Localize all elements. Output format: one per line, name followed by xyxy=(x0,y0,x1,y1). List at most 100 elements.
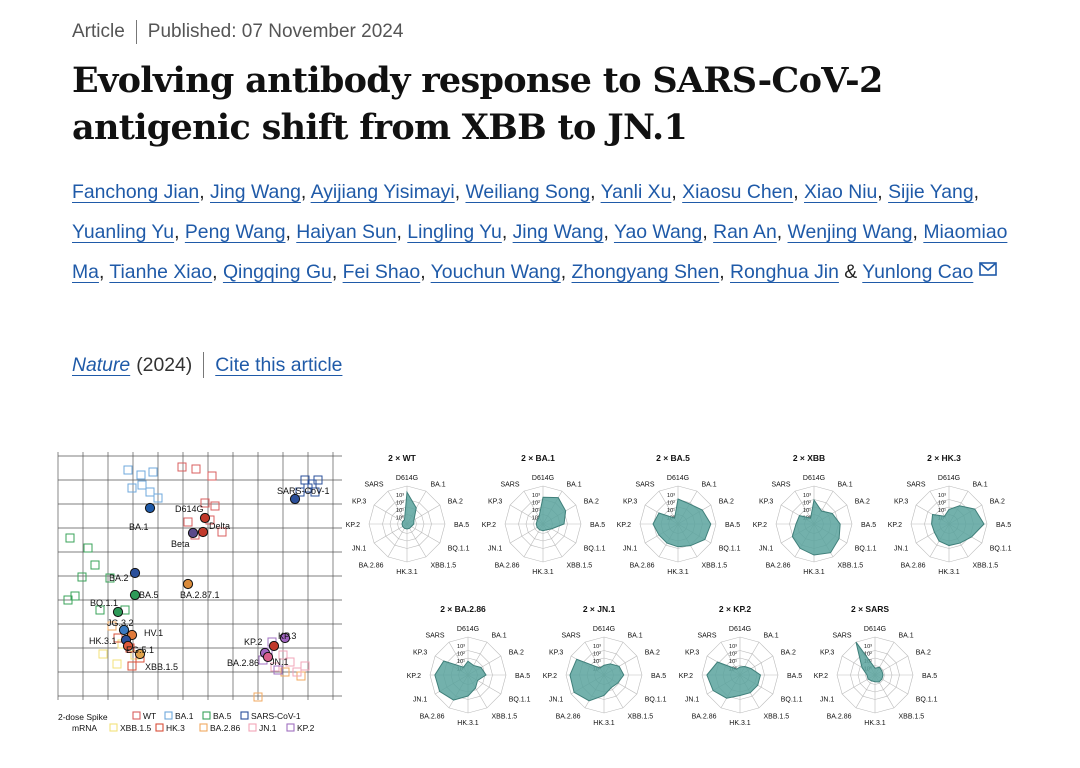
author-link[interactable]: Fanchong Jian xyxy=(72,181,200,203)
radar-axis-label: SARS xyxy=(500,481,519,488)
author-link[interactable]: Yuanling Yu xyxy=(72,221,175,243)
author-link[interactable]: Tianhe Xiao xyxy=(109,261,213,283)
author-link[interactable]: Peng Wang xyxy=(184,221,286,243)
radar-axis-label: XBB.1.5 xyxy=(431,563,457,570)
email-icon[interactable] xyxy=(979,262,998,276)
cite-article-link[interactable]: Cite this article xyxy=(215,353,343,376)
ring-label: 10² xyxy=(667,501,675,507)
legend-swatch xyxy=(248,723,257,732)
legend-swatch xyxy=(109,723,118,732)
radar-axis-label: BA.2 xyxy=(719,499,734,506)
virus-label: BQ.1.1 xyxy=(90,598,118,608)
radar-title: 2 × KP.2 xyxy=(719,604,751,614)
serum-marker xyxy=(280,667,290,677)
radar-axis-label: D614G xyxy=(532,475,554,482)
radar-axis-label: BA.2.86 xyxy=(766,563,791,570)
author-link[interactable]: Youchun Wang xyxy=(430,261,561,283)
author-link[interactable]: Jing Wang xyxy=(512,221,604,243)
author-link[interactable]: Haiyan Sun xyxy=(296,221,397,243)
radar-title: 2 × WT xyxy=(388,453,416,463)
author-link[interactable]: Lingling Yu xyxy=(407,221,502,243)
virus-label: Beta xyxy=(171,539,190,549)
radar-axis-label: BA.2.86 xyxy=(359,563,384,570)
author-link[interactable]: Xiaosu Chen xyxy=(682,181,794,203)
ring-label: 10² xyxy=(803,501,811,507)
author-link[interactable]: Ayijiang Yisimayi xyxy=(310,181,455,203)
author-link[interactable]: Xiao Niu xyxy=(804,181,878,203)
serum-marker xyxy=(65,533,75,543)
radar-chart: 2 × JN.110³10²10¹10°D614GBA.1BA.2BA.5BQ.… xyxy=(543,604,667,727)
virus-label: EG.5.1 xyxy=(126,645,154,655)
author-link[interactable]: Qingqing Gu xyxy=(222,261,332,283)
radar-axis-label: BA.2 xyxy=(645,650,660,657)
author-link[interactable]: Weiliang Song xyxy=(465,181,591,203)
radar-axis-label: BQ.1.1 xyxy=(509,697,531,704)
ring-label: 10³ xyxy=(938,493,946,499)
author-link[interactable]: Sijie Yang xyxy=(888,181,974,203)
serum-marker xyxy=(107,621,117,631)
author-link[interactable]: Jing Wang xyxy=(210,181,301,203)
radar-axis-label: HK.3.1 xyxy=(532,569,554,576)
radar-axis-label: BA.5 xyxy=(651,673,666,680)
journal-link[interactable]: Nature xyxy=(72,353,131,376)
radar-axis-label: KP.2 xyxy=(679,673,693,680)
radar-axis-label: HK.3.1 xyxy=(667,569,689,576)
radar-title: 2 × SARS xyxy=(851,604,889,614)
radar-area xyxy=(791,498,841,556)
radar-axis-label: HK.3.1 xyxy=(457,720,479,727)
radar-axis-label: XBB.1.5 xyxy=(838,563,864,570)
author-link[interactable]: Miaomiao Ma xyxy=(72,221,1008,283)
radar-axis-label: BA.2 xyxy=(448,499,463,506)
radar-spoke xyxy=(387,490,408,525)
antigenic-map: SARS-CoV-1 D614G Delta BA.1 Beta BA.2 BA.2.87.… xyxy=(57,452,342,702)
author-link[interactable]: Ronghua Jin xyxy=(730,261,839,283)
ring-label: 10² xyxy=(593,652,601,658)
radar-chart: 2 × XBB10³10²10¹10°D614GBA.1BA.2BA.5BQ.1… xyxy=(753,453,877,576)
radar-axis-label: BA.2 xyxy=(916,650,931,657)
radar-axis-label: JN.1 xyxy=(413,697,428,704)
virus-label: JG.3.2 xyxy=(107,618,134,628)
legend-swatch xyxy=(286,723,295,732)
radar-axis-label: BA.1 xyxy=(567,481,582,488)
author-link[interactable]: Yunlong Cao xyxy=(862,261,974,283)
radar-chart: 2 × SARS10³10²10¹10°D614GBA.1BA.2BA.5BQ.… xyxy=(814,604,938,727)
radar-axis-label: KP.3 xyxy=(894,499,908,506)
legend-swatch xyxy=(164,711,173,720)
legend-label: BA.2.86 xyxy=(210,723,241,733)
author-link[interactable]: Yao Wang xyxy=(613,221,703,243)
radar-axis-label: XBB.1.5 xyxy=(899,714,925,721)
serum-marker xyxy=(127,661,137,671)
virus-label: KP.2 xyxy=(244,637,262,647)
author-link[interactable]: Yanli Xu xyxy=(600,181,672,203)
virus-label: BA.5 xyxy=(139,590,159,600)
author-link[interactable]: Fei Shao xyxy=(342,261,421,283)
serum-marker xyxy=(292,667,302,677)
virus-label: D614G xyxy=(175,504,204,514)
radar-axis-label: BA.1 xyxy=(838,481,853,488)
radar-axis-label: D614G xyxy=(938,475,960,482)
radar-axis-label: XBB.1.5 xyxy=(567,563,593,570)
legend-swatch xyxy=(202,711,211,720)
radar-axis-label: KP.3 xyxy=(488,499,502,506)
radar-axis-label: KP.3 xyxy=(685,650,699,657)
radar-axis-label: BA.2.86 xyxy=(630,563,655,570)
serum-marker xyxy=(137,480,147,490)
author-link[interactable]: Zhongyang Shen xyxy=(571,261,720,283)
ring-label: 10² xyxy=(532,501,540,507)
author-link[interactable]: Ran An xyxy=(713,221,777,243)
radar-axis-label: BA.1 xyxy=(973,481,988,488)
virus-point xyxy=(289,493,301,505)
virus-point xyxy=(197,526,209,538)
author-link[interactable]: Wenjing Wang xyxy=(787,221,913,243)
serum-marker xyxy=(136,470,146,480)
ring-label: 10³ xyxy=(532,493,540,499)
serum-marker xyxy=(123,465,133,475)
serum-marker xyxy=(253,692,263,702)
radar-axis-label: KP.2 xyxy=(617,522,631,529)
serum-marker xyxy=(177,462,187,472)
virus-point xyxy=(199,512,211,524)
radar-axis-label: BA.2.86 xyxy=(692,714,717,721)
ring-label: 10³ xyxy=(864,644,872,650)
radar-axis-label: HK.3.1 xyxy=(729,720,751,727)
